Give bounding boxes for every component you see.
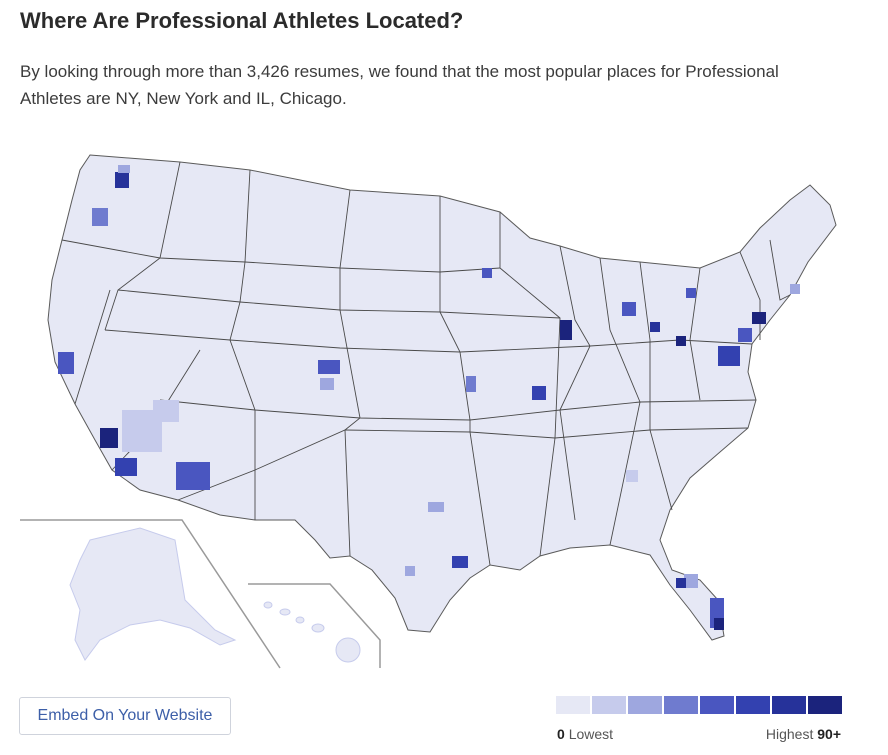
legend-low-value: 0 xyxy=(557,726,565,742)
county-dc-baltimore xyxy=(718,346,740,366)
embed-website-button[interactable]: Embed On Your Website xyxy=(19,697,231,735)
county-philadelphia xyxy=(738,328,752,342)
legend-swatch xyxy=(628,696,662,714)
legend-high-value: 90+ xyxy=(817,726,841,742)
county-dallas xyxy=(428,502,444,512)
legend-swatch xyxy=(700,696,734,714)
county-new-york xyxy=(752,312,766,324)
legend-swatch xyxy=(664,696,698,714)
county-miami-dade xyxy=(714,618,724,630)
legend-swatch xyxy=(808,696,842,714)
county-tampa xyxy=(676,578,686,588)
county-orlando xyxy=(684,574,698,588)
county-seattle-north xyxy=(118,165,130,173)
county-buffalo xyxy=(686,288,696,298)
alaska-shape xyxy=(69,527,237,661)
county-denver xyxy=(318,360,340,374)
county-st-louis xyxy=(532,386,546,400)
county-kansas-city xyxy=(466,376,476,392)
us-mainland-shape xyxy=(47,154,837,641)
county-atlanta xyxy=(626,470,638,482)
county-cleveland xyxy=(650,322,660,332)
county-los-angeles xyxy=(100,428,118,448)
county-highlights xyxy=(58,165,800,630)
page-title: Where Are Professional Athletes Located? xyxy=(20,8,464,33)
legend-low-label: 0 Lowest xyxy=(557,726,613,742)
page-description: By looking through more than 3,426 resum… xyxy=(20,62,779,108)
county-houston xyxy=(452,556,468,568)
map-legend xyxy=(556,696,842,714)
county-boston xyxy=(790,284,800,294)
county-portland xyxy=(92,208,108,226)
county-san-antonio xyxy=(405,566,415,576)
legend-low-text: Lowest xyxy=(568,726,614,742)
hawaii-islands xyxy=(263,601,361,663)
county-detroit xyxy=(622,302,636,316)
county-sf-bay xyxy=(58,352,74,374)
county-seattle xyxy=(115,172,129,188)
legend-swatch xyxy=(736,696,770,714)
legend-swatch xyxy=(556,696,590,714)
legend-high-label: Highest 90+ xyxy=(766,726,841,742)
us-choropleth-map xyxy=(20,154,837,669)
inset-dividers xyxy=(20,519,381,669)
county-san-diego xyxy=(115,458,137,476)
legend-swatch xyxy=(772,696,806,714)
legend-swatch xyxy=(592,696,626,714)
county-pittsburgh xyxy=(676,336,686,346)
county-chicago xyxy=(560,320,572,340)
county-minneapolis xyxy=(482,268,492,278)
legend-high-text: Highest xyxy=(765,726,814,742)
county-colorado-springs xyxy=(320,378,334,390)
county-las-vegas xyxy=(153,400,179,422)
county-phoenix xyxy=(176,462,210,490)
